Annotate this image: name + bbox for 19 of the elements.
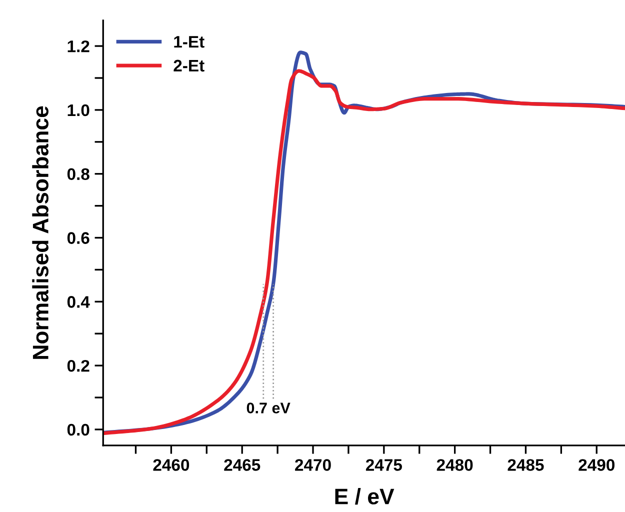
x-tick-label: 2480	[436, 459, 473, 471]
x-tick-label: 2465	[224, 459, 260, 471]
y-tick-label: 1.0	[68, 104, 90, 116]
y-tick-label: 0.6	[67, 232, 90, 244]
legend-label: 2-Et	[174, 60, 204, 72]
y-axis-title: Normalised Absorbance	[32, 106, 48, 359]
x-tick-label: 2460	[153, 459, 190, 471]
x-tick-label: 2490	[578, 459, 614, 471]
x-axis-title: E / eV	[335, 488, 394, 505]
x-tick-label: 2475	[366, 459, 402, 471]
y-tick-label: 0.8	[67, 168, 90, 180]
x-tick-label: 2485	[508, 459, 544, 471]
annotation: 0.7 eV	[246, 402, 290, 414]
legend-label: 1-Et	[174, 36, 204, 48]
y-tick-label: 0.2	[67, 360, 90, 372]
y-tick-label: 0.0	[67, 424, 90, 436]
y-tick-label: 1.2	[68, 40, 90, 52]
y-tick-label: 0.4	[67, 296, 90, 308]
x-tick-label: 2470	[295, 459, 331, 471]
